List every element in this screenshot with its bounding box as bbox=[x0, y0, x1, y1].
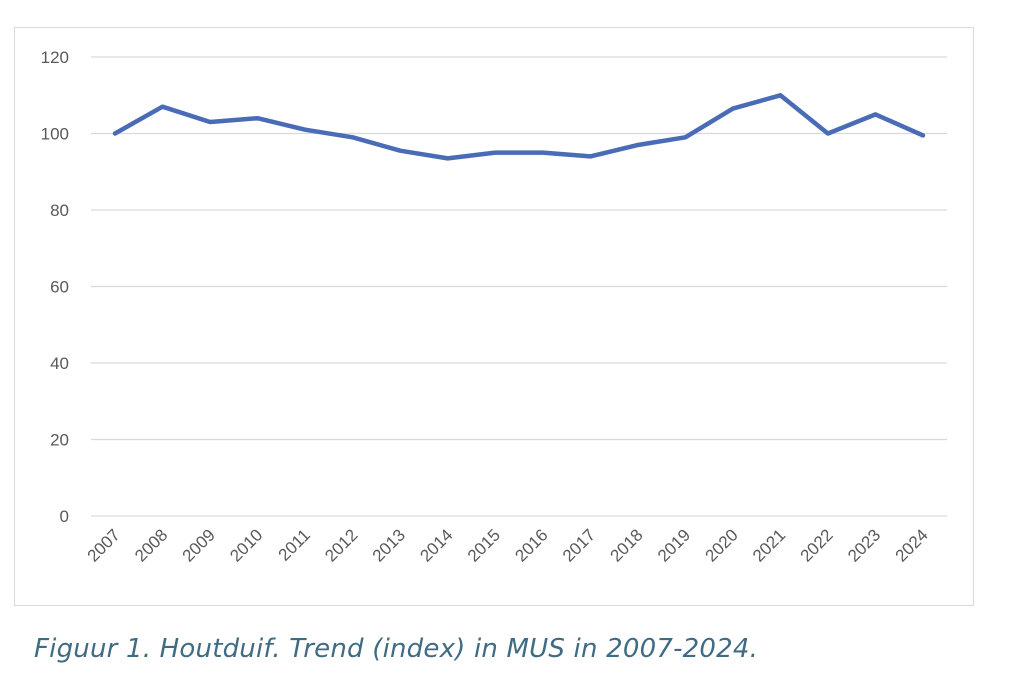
series-line bbox=[112, 93, 926, 161]
series-layer bbox=[112, 93, 926, 161]
x-tick-label: 2013 bbox=[369, 525, 409, 565]
figure-caption: Figuur 1. Houtduif. Trend (index) in MUS… bbox=[34, 634, 759, 664]
x-tick-label: 2011 bbox=[275, 525, 314, 564]
x-tick-label: 2022 bbox=[797, 525, 837, 565]
y-tick-label: 0 bbox=[60, 507, 69, 526]
y-tick-label: 40 bbox=[50, 354, 69, 373]
x-tick-label: 2023 bbox=[844, 525, 884, 565]
gridlines bbox=[91, 56, 947, 517]
y-tick-label: 60 bbox=[50, 278, 69, 297]
x-tick-label: 2018 bbox=[606, 525, 646, 565]
x-tick-label: 2008 bbox=[131, 525, 171, 565]
line-chart: 0 20 40 60 80 100 120 2007 2008 2009 2010 2011 2012… bbox=[41, 48, 947, 566]
y-tick-label: 120 bbox=[41, 48, 69, 67]
x-tick-label: 2019 bbox=[654, 525, 694, 565]
x-tick-label: 2012 bbox=[321, 525, 361, 565]
y-tick-label: 100 bbox=[41, 125, 69, 144]
x-tick-label: 2007 bbox=[84, 525, 124, 565]
x-tick-label: 2009 bbox=[179, 525, 219, 565]
y-tick-label: 80 bbox=[50, 201, 69, 220]
y-tick-label: 20 bbox=[50, 431, 69, 450]
x-tick-label: 2020 bbox=[702, 525, 742, 565]
chart-frame: 0 20 40 60 80 100 120 2007 2008 2009 2010 2011 2012… bbox=[14, 27, 974, 606]
x-tick-label: 2014 bbox=[416, 525, 456, 565]
x-tick-label: 2017 bbox=[559, 525, 599, 565]
x-tick-label: 2010 bbox=[226, 525, 266, 565]
x-tick-label: 2021 bbox=[749, 525, 789, 565]
x-axis-ticks: 2007 2008 2009 2010 2011 2012 2013 2014 2015 2016… bbox=[84, 525, 932, 565]
y-axis-ticks: 0 20 40 60 80 100 120 bbox=[41, 48, 69, 526]
x-tick-label: 2015 bbox=[464, 525, 504, 565]
x-tick-label: 2024 bbox=[892, 525, 932, 565]
x-tick-label: 2016 bbox=[511, 525, 551, 565]
